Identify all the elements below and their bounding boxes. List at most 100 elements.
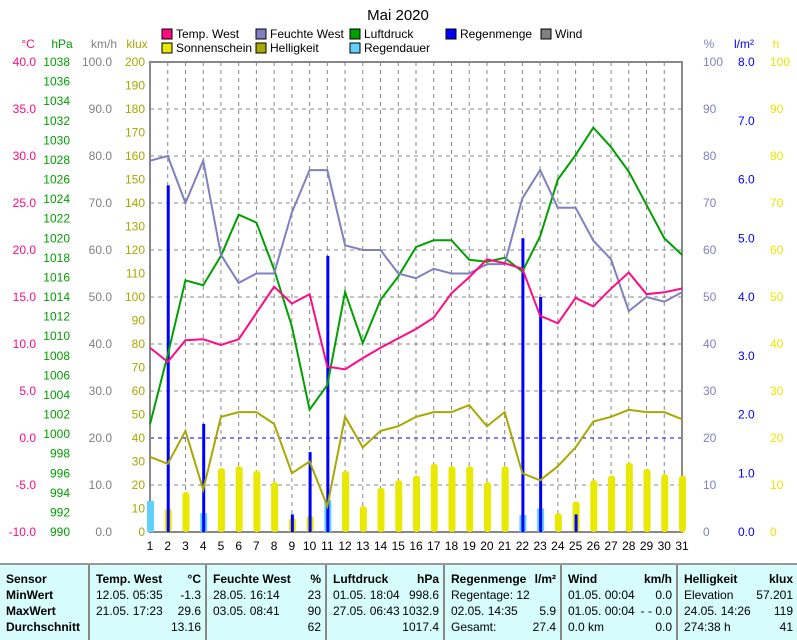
table-cell: Sensor bbox=[6, 572, 47, 586]
x-tick-label: 2 bbox=[164, 539, 171, 553]
table-row: 03.05. 08:41 90 bbox=[213, 604, 321, 620]
x-tick-label: 22 bbox=[516, 539, 530, 553]
x-tick-label: 23 bbox=[533, 539, 547, 553]
axis-tick-pressure: 1038 bbox=[43, 55, 70, 69]
axis-tick-humidity: 20 bbox=[703, 431, 717, 445]
table-cell: Helligkeit bbox=[684, 572, 738, 586]
axis-tick-temp: 40.0 bbox=[13, 55, 37, 69]
legend-swatch bbox=[255, 28, 267, 40]
table-row: 21.05. 17:23 29.6 bbox=[96, 604, 201, 620]
axis-tick-klux: 0 bbox=[138, 525, 145, 539]
legend-label: Wind bbox=[555, 27, 582, 41]
axis-tick-temp: 10.0 bbox=[13, 337, 37, 351]
axis-tick-pressure: 998 bbox=[50, 447, 70, 461]
table-cell: 1032.9 bbox=[402, 604, 439, 618]
table-cell: klux bbox=[768, 572, 793, 586]
axis-tick-wind: 60.0 bbox=[89, 243, 113, 257]
sunshine-bar bbox=[643, 469, 651, 532]
axis-tick-klux: 60 bbox=[132, 384, 146, 398]
x-tick-label: 25 bbox=[569, 539, 583, 553]
table-cell: 1017.4 bbox=[402, 620, 439, 634]
axis-tick-rain: 5.0 bbox=[738, 231, 755, 245]
table-row: Gesamt: 27.4 bbox=[451, 620, 556, 636]
table-row: 0.0 km 0.0 bbox=[568, 620, 672, 636]
x-tick-label: 31 bbox=[675, 539, 689, 553]
axis-tick-pressure: 1014 bbox=[43, 290, 70, 304]
axis-tick-hours: 70 bbox=[770, 196, 784, 210]
sunshine-bar bbox=[608, 475, 616, 532]
axis-tick-humidity: 0 bbox=[703, 525, 710, 539]
x-tick-label: 21 bbox=[498, 539, 512, 553]
sunshine-bar bbox=[217, 468, 225, 532]
table-column: Regenmenge l/m² Regentage: 12 02.05. 14:35 5… bbox=[443, 565, 560, 640]
x-tick-label: 13 bbox=[356, 539, 370, 553]
axis-tick-humidity: 60 bbox=[703, 243, 717, 257]
axis-tick-hours: 40 bbox=[770, 337, 784, 351]
axis-tick-pressure: 1030 bbox=[43, 133, 70, 147]
table-row: 02.05. 14:35 5.9 bbox=[451, 604, 556, 620]
table-cell: Luftdruck bbox=[333, 572, 389, 586]
axis-tick-temp: -10.0 bbox=[9, 525, 37, 539]
x-tick-label: 7 bbox=[253, 539, 260, 553]
axis-tick-rain: 8.0 bbox=[738, 55, 755, 69]
table-column: Luftdruck hPa 01.05. 18:04 998.6 27.05. 06:4… bbox=[325, 565, 443, 640]
axis-tick-klux: 50 bbox=[132, 408, 146, 422]
table-cell: Gesamt: bbox=[451, 620, 497, 634]
axis-tick-wind: 90.0 bbox=[89, 102, 113, 116]
table-row: 1017.4 bbox=[333, 620, 439, 636]
sunshine-bar bbox=[413, 475, 420, 532]
sunshine-bar bbox=[377, 487, 385, 532]
axis-tick-rain: 7.0 bbox=[738, 114, 755, 128]
sunshine-bar bbox=[625, 462, 633, 532]
axis-tick-pressure: 1018 bbox=[43, 251, 70, 265]
axis-tick-pressure: 1036 bbox=[43, 75, 70, 89]
table-row: 27.05. 06:43 1032.9 bbox=[333, 604, 439, 620]
legend-label: Regendauer bbox=[364, 41, 430, 55]
sunshine-bar bbox=[448, 466, 456, 532]
helligkeit-line bbox=[149, 403, 683, 510]
x-tick-label: 16 bbox=[409, 539, 423, 553]
table-row: Temp. West °C bbox=[96, 572, 201, 588]
axis-tick-klux: 160 bbox=[125, 149, 145, 163]
axis-tick-pressure: 1034 bbox=[43, 94, 70, 108]
axis-tick-temp: 15.0 bbox=[13, 290, 37, 304]
table-cell: 5.9 bbox=[539, 604, 556, 618]
x-tick-label: 1 bbox=[147, 539, 154, 553]
table-row: 28.05. 16:14 23 bbox=[213, 588, 321, 604]
axis-tick-rain: 0.0 bbox=[738, 525, 755, 539]
axis-tick-klux: 200 bbox=[125, 55, 145, 69]
axis-tick-hours: 0 bbox=[770, 525, 777, 539]
table-row: Regentage: 12 bbox=[451, 588, 556, 604]
table-cell: 12.05. 05:35 bbox=[96, 588, 163, 602]
axis-tick-wind: 40.0 bbox=[89, 337, 113, 351]
x-tick-label: 6 bbox=[235, 539, 242, 553]
table-row: Feuchte West% bbox=[213, 572, 321, 588]
table-cell: 03.05. 08:41 bbox=[213, 604, 280, 618]
x-tick-label: 30 bbox=[658, 539, 672, 553]
axis-tick-humidity: 40 bbox=[703, 337, 717, 351]
axis-unit-pressure: hPa bbox=[51, 37, 73, 51]
axis-tick-wind: 70.0 bbox=[89, 196, 113, 210]
x-tick-label: 5 bbox=[218, 539, 225, 553]
axis-tick-pressure: 990 bbox=[50, 525, 70, 539]
axis-tick-klux: 30 bbox=[132, 455, 146, 469]
axis-tick-klux: 180 bbox=[125, 102, 145, 116]
axis-tick-klux: 120 bbox=[125, 243, 145, 257]
table-cell: Regentage: 12 bbox=[451, 588, 530, 602]
axis-tick-temp: 30.0 bbox=[13, 149, 37, 163]
axis-tick-hours: 80 bbox=[770, 149, 784, 163]
sunshine-bar bbox=[466, 466, 474, 532]
axis-tick-rain: 2.0 bbox=[738, 408, 755, 422]
table-cell: 62 bbox=[307, 620, 321, 634]
x-tick-label: 15 bbox=[392, 539, 406, 553]
x-tick-label: 20 bbox=[480, 539, 494, 553]
x-tick-label: 18 bbox=[445, 539, 459, 553]
x-tick-label: 26 bbox=[587, 539, 601, 553]
rain-bar bbox=[166, 185, 170, 532]
table-cell: 0.0 bbox=[655, 620, 672, 634]
table-row: MaxWert bbox=[6, 604, 84, 620]
axis-tick-klux: 10 bbox=[132, 502, 146, 516]
table-cell: MinWert bbox=[6, 588, 54, 602]
axis-tick-pressure: 1012 bbox=[43, 310, 70, 324]
axis-tick-pressure: 1000 bbox=[43, 427, 70, 441]
